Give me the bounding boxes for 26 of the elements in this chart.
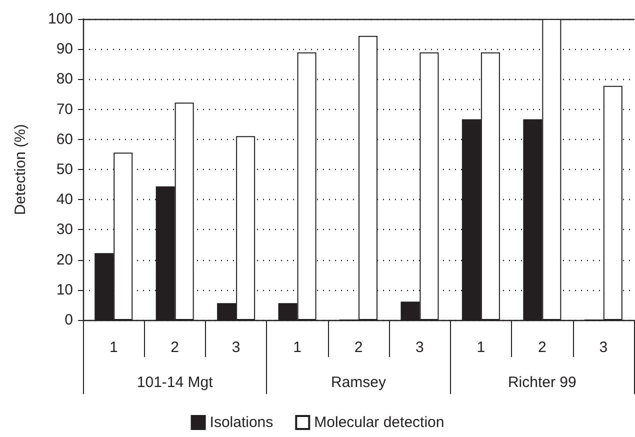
y-tick-label: 20 — [56, 251, 73, 268]
y-tick-label: 90 — [56, 40, 73, 58]
legend-label: Isolations — [210, 414, 274, 431]
y-tick-label: 30 — [56, 221, 73, 238]
x-tick-label: 3 — [599, 339, 608, 356]
y-tick-label: 50 — [56, 161, 73, 178]
x-tick-label: 2 — [354, 339, 363, 356]
x-tick-label: 2 — [538, 339, 546, 356]
text: 101-14 Mgt — [136, 374, 214, 391]
y-tick-label: 60 — [56, 130, 73, 148]
x-tick-label: 2 — [170, 339, 180, 356]
y-tick-label: 40 — [56, 191, 73, 208]
x-tick-label: 1 — [476, 339, 486, 356]
x-tick-label: 3 — [232, 339, 240, 356]
x-tick-label: 1 — [293, 339, 302, 356]
y-tick-label: 100 — [48, 10, 73, 28]
text: Ramsey — [330, 374, 387, 391]
legend-label: Molecular detection — [314, 414, 444, 431]
y-tick-label: 80 — [56, 70, 73, 88]
y-axis-title: Detection (%) — [12, 124, 29, 215]
y-tick-label: 0 — [64, 312, 73, 328]
y-tick-label: 10 — [56, 281, 73, 298]
x-tick-label: 1 — [109, 339, 118, 356]
x-tick-label: 3 — [416, 339, 424, 356]
text: Richter 99 — [508, 374, 576, 391]
y-tick-label: 70 — [56, 100, 73, 118]
